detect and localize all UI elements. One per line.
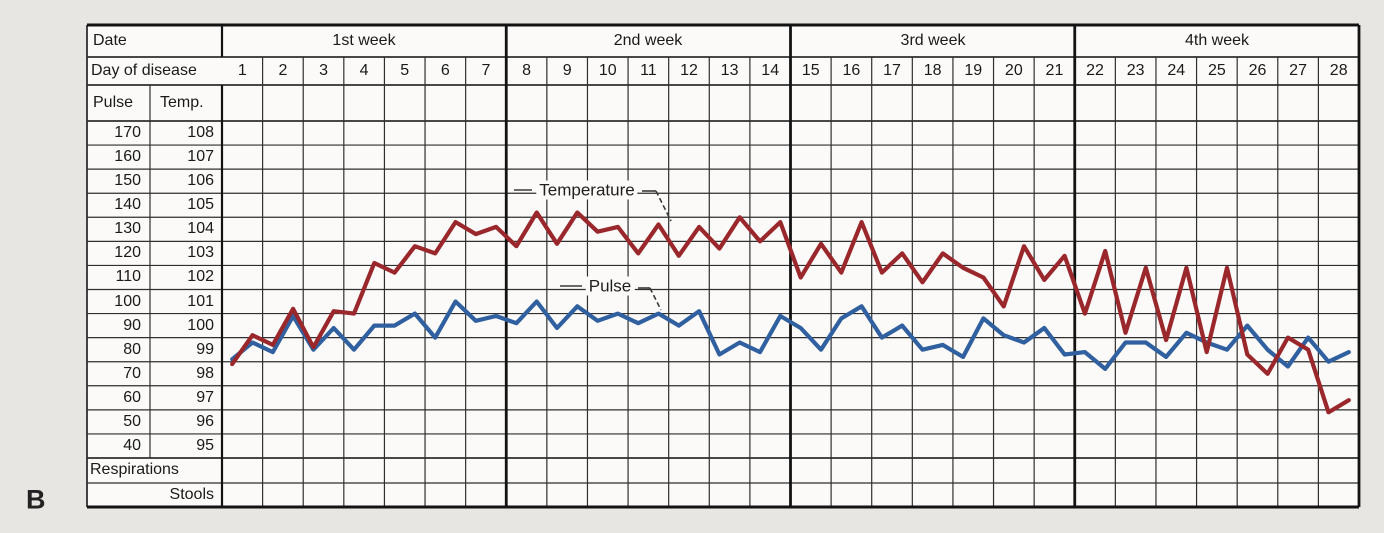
day-number: 19 xyxy=(964,62,983,79)
day-number: 22 xyxy=(1086,62,1104,79)
day-number: 17 xyxy=(883,62,901,79)
temp-scale-value: 104 xyxy=(187,220,214,238)
day-number: 21 xyxy=(1045,62,1064,79)
pulse-line xyxy=(230,299,1351,371)
pulse-column-header: Pulse xyxy=(93,94,134,111)
pulse-scale-value: 50 xyxy=(123,412,141,430)
week-header-1: 1st week xyxy=(332,32,396,49)
temp-scale-value: 105 xyxy=(187,196,214,214)
temp-scale-value: 100 xyxy=(187,316,214,334)
day-number: 5 xyxy=(400,62,410,79)
pulse-scale-value: 150 xyxy=(114,172,141,190)
pulse-scale-value: 170 xyxy=(114,124,141,142)
temperature-line xyxy=(230,210,1351,415)
temp-scale-value: 107 xyxy=(187,148,214,166)
pulse-scale-value: 80 xyxy=(123,340,141,358)
figure-label: B xyxy=(26,484,46,515)
date-row-label: Date xyxy=(93,32,127,49)
day-number: 26 xyxy=(1248,62,1267,79)
day-number: 10 xyxy=(598,62,617,79)
day-number: 24 xyxy=(1167,62,1186,79)
day-number: 18 xyxy=(923,62,942,79)
temp-scale-value: 98 xyxy=(196,364,214,382)
temperature-series-label: Temperature xyxy=(536,180,638,200)
day-number: 2 xyxy=(278,62,288,79)
pulse-scale-value: 140 xyxy=(114,196,141,214)
temp-scale-value: 95 xyxy=(196,436,214,454)
week-header-2: 2nd week xyxy=(613,32,683,49)
grid-line xyxy=(649,287,662,311)
pulse-scale-value: 120 xyxy=(114,244,141,262)
pulse-scale-value: 130 xyxy=(114,220,141,238)
week-header-4: 4th week xyxy=(1184,32,1250,49)
day-number: 7 xyxy=(481,62,491,79)
pulse-scale-value: 110 xyxy=(115,268,141,286)
day-number: 3 xyxy=(319,62,328,79)
week-header-3: 3rd week xyxy=(900,32,966,49)
pulse-series-label: Pulse xyxy=(585,276,635,296)
temp-scale-value: 102 xyxy=(187,268,214,286)
pulse-scale-value: 40 xyxy=(123,436,141,454)
day-number: 6 xyxy=(440,62,450,79)
day-number: 16 xyxy=(842,62,861,79)
day-number: 11 xyxy=(640,62,657,79)
temp-scale-value: 103 xyxy=(187,244,214,262)
pulse-scale-value: 90 xyxy=(123,316,141,334)
day-number: 23 xyxy=(1126,62,1145,79)
day-number: 27 xyxy=(1289,62,1307,79)
pulse-scale-value: 70 xyxy=(123,364,141,382)
day-number: 8 xyxy=(522,62,531,79)
day-number: 28 xyxy=(1329,62,1348,79)
respirations-row-label: Respirations xyxy=(90,461,179,478)
temp-column-header: Temp. xyxy=(160,94,204,111)
day-number: 1 xyxy=(237,62,247,79)
pulse-scale-value: 100 xyxy=(114,292,141,310)
day-of-disease-label: Day of disease xyxy=(91,62,197,79)
pulse-scale-value: 60 xyxy=(123,388,141,406)
stools-row-label: Stools xyxy=(169,486,214,503)
day-number: 25 xyxy=(1207,62,1226,79)
day-number: 20 xyxy=(1004,62,1023,79)
temp-scale-value: 106 xyxy=(187,172,214,190)
temp-scale-value: 101 xyxy=(187,292,214,310)
day-number: 4 xyxy=(359,62,369,79)
temp-scale-value: 108 xyxy=(187,124,214,142)
day-number: 13 xyxy=(720,62,739,79)
day-number: 15 xyxy=(801,62,820,79)
day-number: 14 xyxy=(761,62,780,79)
day-number: 12 xyxy=(680,62,698,79)
temp-scale-value: 97 xyxy=(196,388,214,406)
grid-line xyxy=(655,190,672,222)
day-number: 9 xyxy=(562,62,572,79)
temp-scale-value: 96 xyxy=(196,412,214,430)
temp-scale-value: 99 xyxy=(196,340,214,358)
pulse-scale-value: 160 xyxy=(114,148,141,166)
